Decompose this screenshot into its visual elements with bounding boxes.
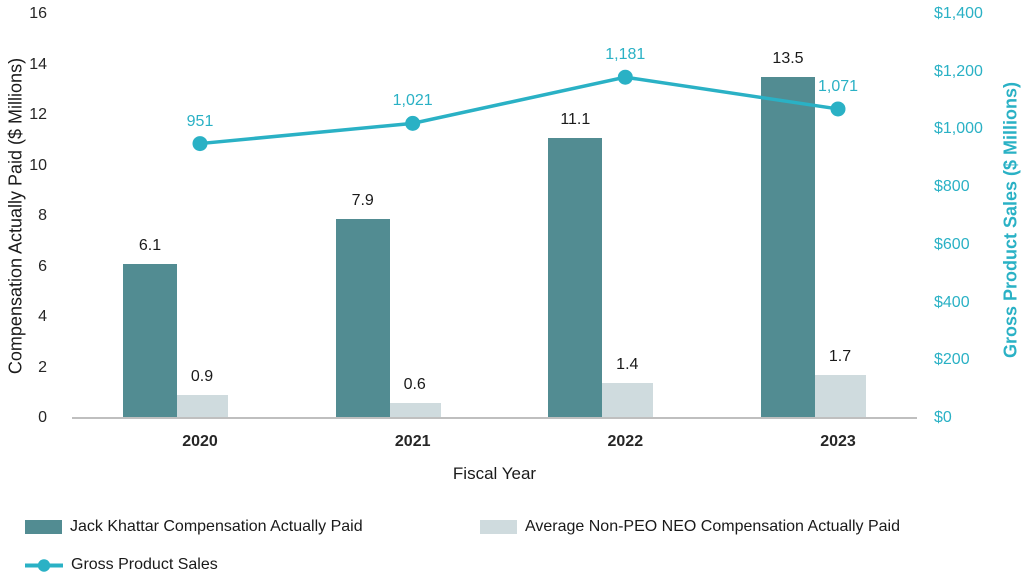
bar-data-label: 0.6 xyxy=(403,375,426,393)
right-axis-tick: $0 xyxy=(934,409,952,426)
left-axis-tick: 6 xyxy=(38,257,47,275)
x-axis-title: Fiscal Year xyxy=(452,464,537,483)
line-data-label: 951 xyxy=(186,112,214,130)
dark-teal-swatch-icon xyxy=(25,520,62,534)
right-axis-tick: $1,200 xyxy=(934,62,983,80)
legend-label: Jack Khattar Compensation Actually Paid xyxy=(70,518,363,535)
x-axis-line xyxy=(72,417,917,419)
bar-data-label: 7.9 xyxy=(351,191,374,209)
right-axis-tick: $200 xyxy=(934,351,970,369)
bar-average-non-peo-neo-compensation xyxy=(602,382,654,418)
bar-data-label: 1.7 xyxy=(828,348,852,366)
left-axis-tick: 0 xyxy=(38,409,47,426)
left-axis-tick: 16 xyxy=(29,5,47,22)
line-data-label: 1,021 xyxy=(392,92,433,110)
line-point-marker xyxy=(192,136,208,152)
legend-item-gross-product-sales: Gross Product Sales xyxy=(25,556,218,574)
x-axis-category-label: 2023 xyxy=(820,433,856,450)
bar-data-label: 0.9 xyxy=(190,368,214,386)
bar-average-non-peo-neo-compensation xyxy=(389,402,441,418)
legend-label: Gross Product Sales xyxy=(71,556,218,573)
x-axis-category-label: 2022 xyxy=(607,433,644,450)
bar-data-label: 6.1 xyxy=(138,236,162,254)
left-axis-tick: 8 xyxy=(38,207,47,224)
bar-data-label: 1.4 xyxy=(616,355,639,373)
x-axis-category-label: 2020 xyxy=(182,433,218,450)
bar-average-non-peo-neo-compensation xyxy=(177,395,228,418)
gross-product-sales-line xyxy=(192,69,846,152)
line-data-label: 1,181 xyxy=(605,46,646,64)
line-path xyxy=(199,75,839,146)
right-axis-tick: $1,400 xyxy=(934,5,983,22)
right-axis-tick: $1,000 xyxy=(934,120,983,138)
line-marker-icon xyxy=(25,558,63,572)
right-axis-tick: $400 xyxy=(934,293,970,311)
left-axis-tick: 12 xyxy=(29,106,47,123)
left-axis-tick: 14 xyxy=(29,55,47,73)
bar-jack-khattar-compensation xyxy=(548,137,603,418)
bar-data-label: 13.5 xyxy=(772,50,804,68)
bar-jack-khattar-compensation xyxy=(335,218,390,418)
bar-average-non-peo-neo-compensation xyxy=(815,375,866,418)
legend-item-jack-khattar-compensation: Jack Khattar Compensation Actually Paid xyxy=(25,518,363,536)
bar-data-label: 11.1 xyxy=(560,110,591,128)
legend-label: Average Non-PEO NEO Compensation Actuall… xyxy=(525,518,901,535)
x-axis-category-label: 2021 xyxy=(394,433,431,450)
left-axis-tick: 2 xyxy=(38,358,47,376)
right-axis-tick: $600 xyxy=(934,235,970,253)
left-axis-tick: 4 xyxy=(38,308,47,325)
bar-jack-khattar-compensation xyxy=(761,77,815,418)
line-point-marker xyxy=(405,115,421,131)
left-axis-tick: 10 xyxy=(29,156,47,174)
legend-item-average-non-peo-neo-compensation: Average Non-PEO NEO Compensation Actuall… xyxy=(480,518,900,536)
plot-area: 6.1 0.9 7.9 0.6 11.1 1.4 13.5 1.7 951 1,021 1,181 1… xyxy=(72,14,917,418)
line-point-marker xyxy=(830,101,846,117)
right-axis-tick: $800 xyxy=(934,178,970,196)
bar-jack-khattar-compensation xyxy=(123,263,177,418)
light-gray-swatch-icon xyxy=(480,520,517,534)
line-point-marker xyxy=(617,69,633,85)
line-data-label: 1,071 xyxy=(817,77,859,95)
